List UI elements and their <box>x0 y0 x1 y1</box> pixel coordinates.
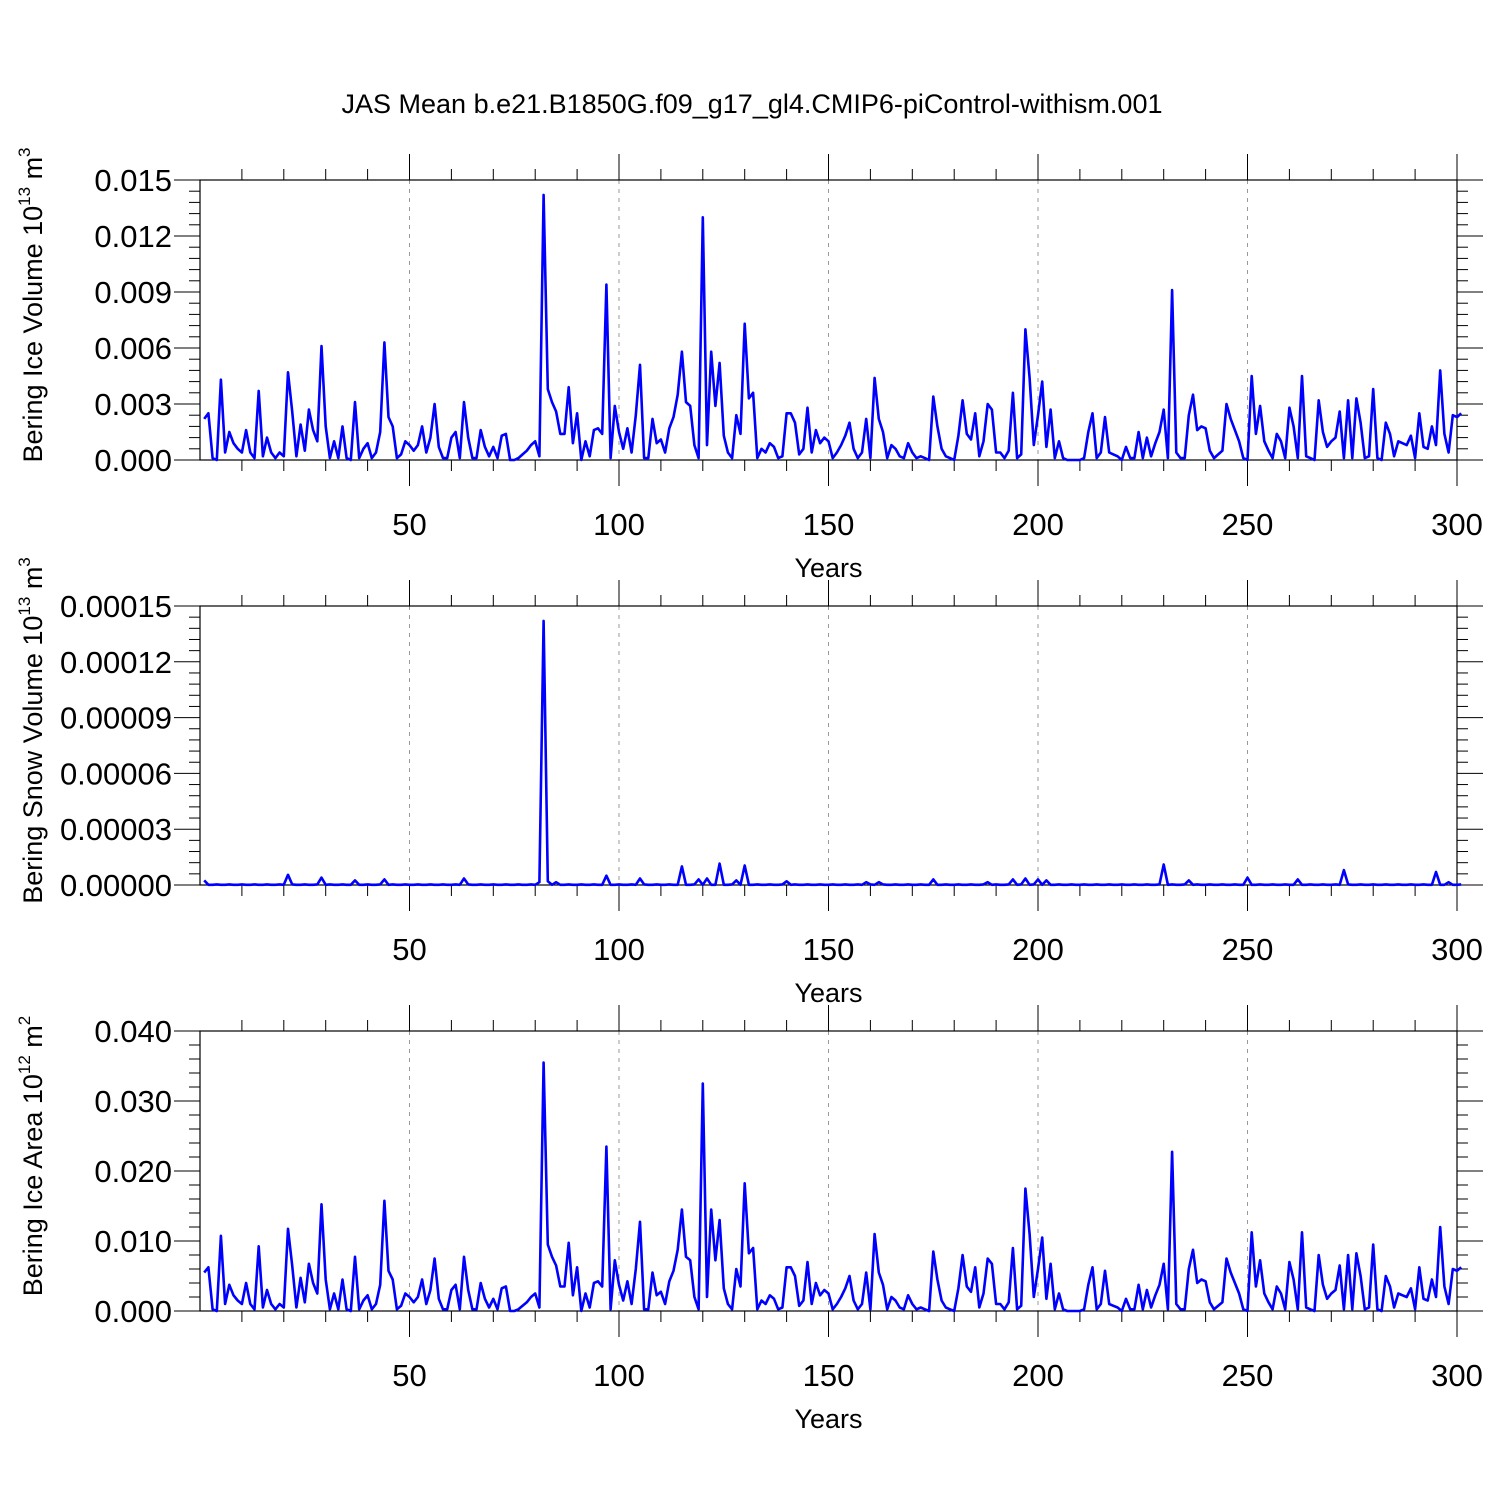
x-tick-label: 200 <box>1012 507 1064 542</box>
y-tick-label: 0.006 <box>94 331 172 366</box>
series-line <box>203 1061 1463 1313</box>
series-line <box>203 193 1463 462</box>
y-tick-label: 0.012 <box>94 219 172 254</box>
x-tick-label: 200 <box>1012 1358 1064 1393</box>
y-tick-label: 0.015 <box>94 163 172 198</box>
figure-title: JAS Mean b.e21.B1850G.f09_g17_gl4.CMIP6-… <box>342 89 1163 119</box>
y-tick-label: 0.00003 <box>60 812 172 847</box>
x-tick-label: 250 <box>1222 1358 1274 1393</box>
x-tick-label: 100 <box>593 1358 645 1393</box>
y-tick-label: 0.000 <box>94 443 172 478</box>
y-axis-label: Bering Ice Volume 1013 m3 <box>15 147 48 462</box>
x-tick-label: 250 <box>1222 932 1274 967</box>
y-axis-label: Bering Ice Area 1012 m2 <box>15 1016 48 1297</box>
y-tick-label: 0.00006 <box>60 756 172 791</box>
x-tick-label: 250 <box>1222 507 1274 542</box>
x-tick-label: 150 <box>803 1358 855 1393</box>
y-tick-label: 0.040 <box>94 1014 172 1049</box>
x-tick-label: 50 <box>392 507 426 542</box>
x-tick-label: 200 <box>1012 932 1064 967</box>
x-axis-label: Years <box>794 978 862 1008</box>
y-tick-label: 0.00015 <box>60 589 172 624</box>
y-tick-label: 0.003 <box>94 387 172 422</box>
y-tick-label: 0.020 <box>94 1154 172 1189</box>
x-axis-label: Years <box>794 553 862 583</box>
x-tick-label: 300 <box>1431 507 1483 542</box>
y-axis-label: Bering Snow Volume 1013 m3 <box>15 557 48 904</box>
panel-3: 0.000 0.010 0.020 0.030 0.040 50 100 150 200 250 3… <box>15 1005 1483 1434</box>
panel-2: 0.00000 0.00003 0.00006 0.00009 0.00012 0.000… <box>15 557 1483 1008</box>
x-axis-label: Years <box>794 1404 862 1434</box>
y-tick-label: 0.00009 <box>60 701 172 736</box>
x-tick-label: 150 <box>803 932 855 967</box>
series-line <box>203 619 1462 887</box>
x-tick-label: 300 <box>1431 932 1483 967</box>
x-tick-label: 100 <box>593 507 645 542</box>
y-tick-label: 0.009 <box>94 275 172 310</box>
y-tick-label: 0.00012 <box>60 645 172 680</box>
x-tick-label: 50 <box>392 932 426 967</box>
x-tick-label: 300 <box>1431 1358 1483 1393</box>
x-tick-label: 50 <box>392 1358 426 1393</box>
y-tick-label: 0.010 <box>94 1224 172 1259</box>
y-tick-label: 0.00000 <box>60 868 172 903</box>
panel-1: 0.000 0.003 0.006 0.009 0.012 0.015 50 100 150 20… <box>15 147 1483 583</box>
y-tick-label: 0.030 <box>94 1084 172 1119</box>
x-tick-label: 150 <box>803 507 855 542</box>
y-tick-label: 0.000 <box>94 1294 172 1329</box>
x-tick-label: 100 <box>593 932 645 967</box>
